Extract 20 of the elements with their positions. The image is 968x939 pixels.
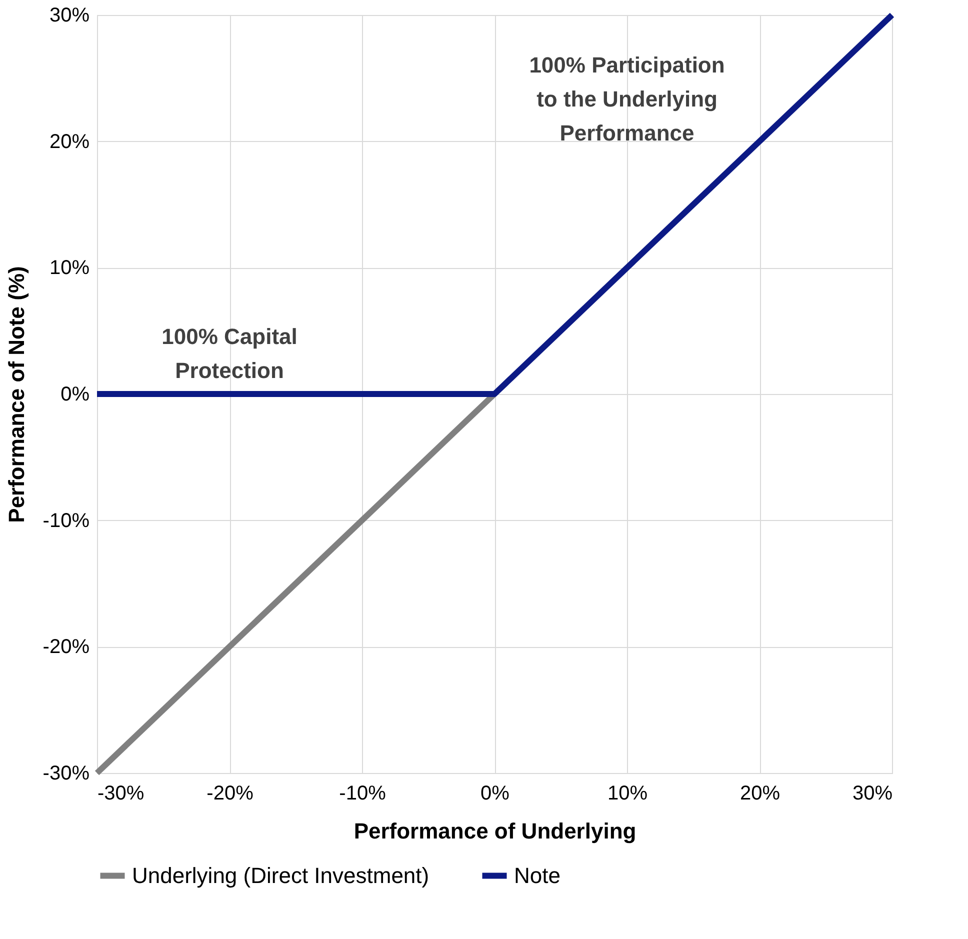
x-tick-label: -30% (98, 782, 144, 804)
y-tick-label: 20% (49, 130, 90, 153)
legend-label: Note (514, 862, 560, 888)
legend-label: Underlying (Direct Investment) (132, 862, 430, 888)
y-tick-label: -20% (42, 636, 90, 658)
y-tick-label: 0% (60, 384, 90, 406)
y-tick-label: -30% (42, 762, 90, 784)
y-axis-title: Performance of Note (%) (4, 266, 29, 523)
annotation: 100% Capital Protection (162, 324, 298, 384)
x-tick-label: 10% (607, 782, 648, 804)
annotation: 100% Participation to the Underlying Performance (529, 52, 725, 146)
y-tick-label: 30% (49, 4, 90, 26)
x-tick-label: 20% (740, 782, 780, 804)
x-tick-label: 30% (852, 782, 893, 804)
x-axis-title: Performance of Underlying (354, 818, 636, 844)
x-tick-label: -10% (339, 782, 386, 804)
y-tick-label: -10% (42, 510, 90, 532)
y-tick-label: 10% (49, 257, 90, 280)
x-tick-label: 0% (480, 782, 510, 804)
x-tick-label: -20% (206, 782, 254, 804)
